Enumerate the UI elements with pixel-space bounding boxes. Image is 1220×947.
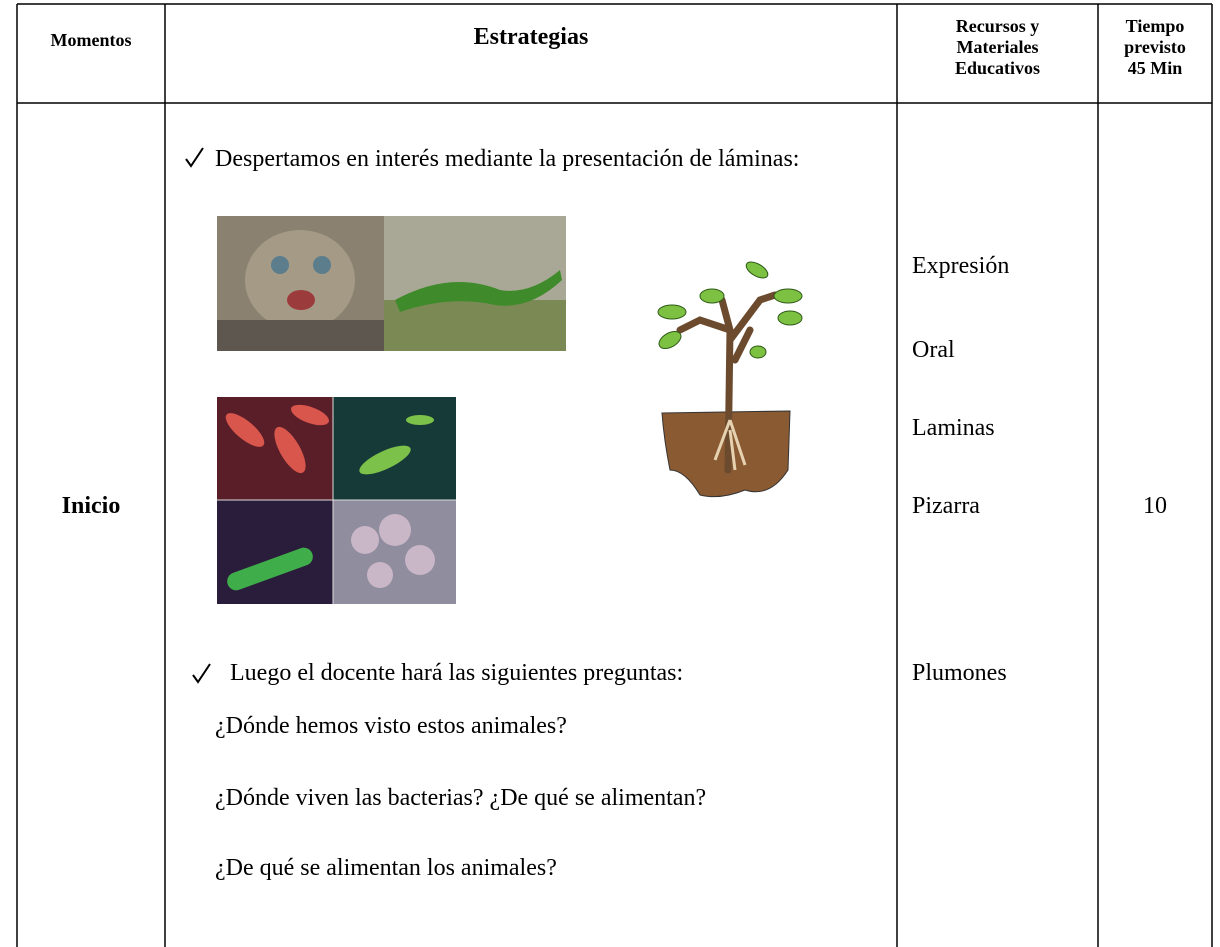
momento: Inicio xyxy=(61,493,121,519)
header-line: Educativos xyxy=(954,58,1041,78)
check-icon xyxy=(185,147,204,168)
tiempo-value: 10 xyxy=(1143,493,1167,519)
header-line: Recursos y xyxy=(955,16,1040,36)
tree-drawing xyxy=(657,261,803,498)
question: ¿Dónde hemos visto estos animales? xyxy=(215,713,567,739)
header-estrategias: Estrategias xyxy=(473,24,589,50)
cat-image xyxy=(217,216,384,351)
strategy-item: Luego el docente hará las siguientes pre… xyxy=(230,660,684,686)
header-line: Tiempo xyxy=(1125,16,1185,36)
question: ¿De qué se alimentan los animales? xyxy=(215,855,557,881)
header-line: previsto xyxy=(1124,37,1186,57)
header-recursos: Recursos y Materiales Educativos xyxy=(897,16,1098,79)
header-tiempo: Tiempo previsto 45 Min xyxy=(1098,16,1212,79)
recurso: Oral xyxy=(912,337,955,363)
question: ¿Dónde viven las bacterias? ¿De qué se a… xyxy=(215,785,707,811)
recurso: Laminas xyxy=(912,415,995,441)
bacteria-image xyxy=(217,397,456,604)
header-line: 45 Min xyxy=(1127,58,1183,78)
header-line: Materiales xyxy=(956,37,1039,57)
recurso: Plumones xyxy=(912,660,1007,686)
strategy-item: Despertamos en interés mediante la prese… xyxy=(215,146,800,172)
header-momentos: Momentos xyxy=(50,30,132,50)
check-icon xyxy=(192,663,211,684)
recurso: Expresión xyxy=(912,253,1010,279)
recurso: Pizarra xyxy=(912,493,980,519)
iguana-image xyxy=(384,216,566,351)
